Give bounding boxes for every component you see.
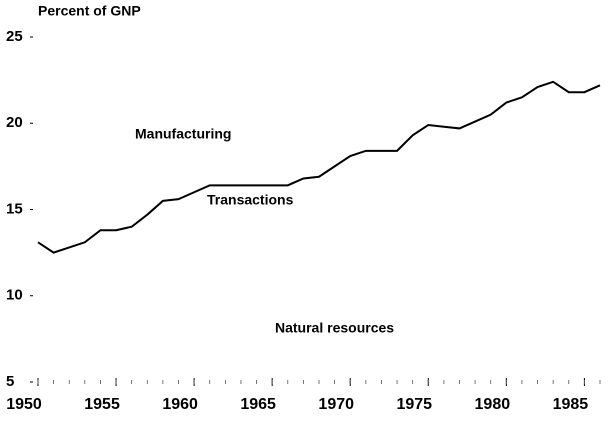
- x-tick-label: 1970: [318, 396, 354, 413]
- x-tick-label: 1975: [396, 396, 432, 413]
- annotation: Transactions: [207, 192, 294, 208]
- y-tick-label: 5: [6, 373, 14, 390]
- x-tick-label: 1950: [6, 396, 42, 413]
- y-tick-label: 10: [6, 287, 23, 304]
- y-tick-label: 25: [6, 28, 23, 45]
- x-tick-label: 1955: [84, 396, 120, 413]
- x-tick-label: 1960: [162, 396, 198, 413]
- x-tick-label: 1980: [475, 396, 511, 413]
- x-tick-label: 1965: [240, 396, 276, 413]
- annotation: Manufacturing: [135, 126, 231, 142]
- y-tick-label: 20: [6, 114, 23, 131]
- x-tick-label: 1985: [553, 396, 589, 413]
- annotation: Natural resources: [275, 320, 394, 336]
- y-tick-label: 15: [6, 200, 23, 217]
- data-line: [37, 80, 601, 254]
- chart-title: Percent of GNP: [38, 3, 141, 19]
